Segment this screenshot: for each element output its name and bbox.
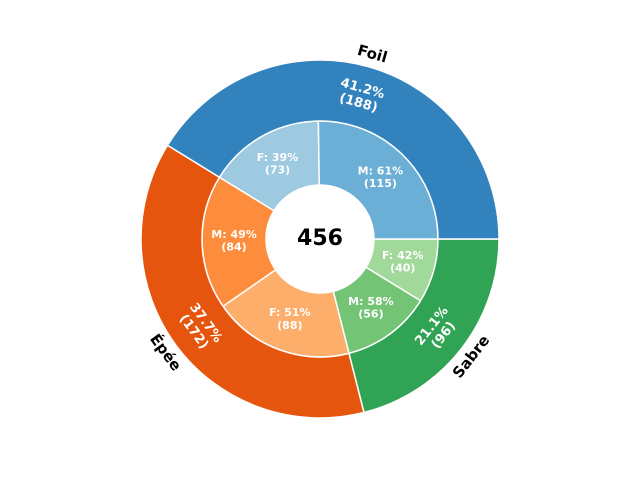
outer-wedge bbox=[166, 59, 500, 240]
outer-wedge bbox=[140, 144, 365, 419]
inner-value-label: F: 51% (88) bbox=[269, 306, 310, 332]
inner-value-label: M: 58% (56) bbox=[348, 295, 394, 321]
inner-value-label: F: 39% (73) bbox=[257, 151, 298, 177]
inner-value-label: F: 42% (40) bbox=[382, 249, 423, 275]
inner-value-label: M: 61% (115) bbox=[358, 164, 404, 190]
inner-value-label: M: 49% (84) bbox=[211, 228, 257, 254]
center-total: 456 bbox=[297, 226, 343, 251]
category-label: Foil bbox=[355, 41, 389, 67]
